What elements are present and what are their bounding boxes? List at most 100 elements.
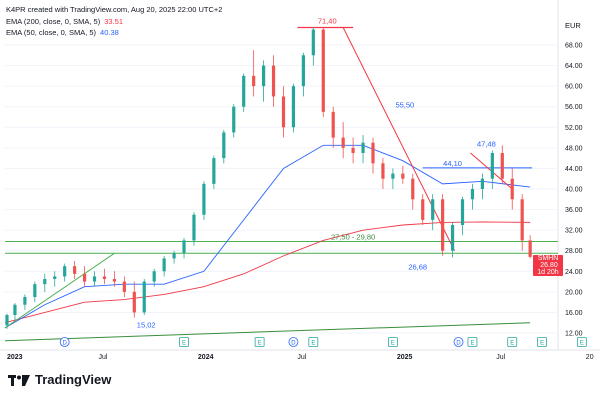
candle-body bbox=[212, 158, 216, 184]
event-marker-label: E bbox=[580, 341, 584, 347]
currency-label: EUR bbox=[565, 21, 581, 30]
event-marker-label: E bbox=[311, 341, 315, 347]
x-tick-label: Jul bbox=[98, 354, 107, 361]
candle-body bbox=[331, 111, 335, 138]
candle-body bbox=[371, 142, 375, 164]
candle-body bbox=[301, 55, 305, 87]
candle-body bbox=[441, 199, 445, 251]
candle-body bbox=[421, 199, 425, 220]
candle-body bbox=[112, 279, 117, 282]
candle-body bbox=[431, 199, 435, 220]
event-marker bbox=[537, 337, 547, 347]
event-marker bbox=[576, 337, 587, 347]
event-marker-label: E bbox=[540, 341, 544, 347]
price-annotation: 27,50 - 29,80 bbox=[331, 232, 375, 241]
candle-body bbox=[480, 178, 485, 189]
event-marker-label: E bbox=[258, 341, 262, 347]
ema50-line bbox=[4, 144, 531, 329]
downtrend-line bbox=[342, 27, 455, 251]
candle-body bbox=[53, 276, 57, 279]
y-tick-label: 24.00 bbox=[565, 269, 583, 276]
event-marker bbox=[288, 337, 299, 347]
price-badge: SMHN 26.80 1d 20h bbox=[533, 255, 563, 276]
candle-body bbox=[192, 214, 196, 241]
candle-body bbox=[450, 225, 455, 251]
candle-body bbox=[172, 253, 176, 259]
brand-name: TradingView bbox=[35, 372, 112, 387]
candle-body bbox=[261, 65, 266, 87]
candle-body bbox=[82, 273, 87, 282]
candle-body bbox=[361, 142, 365, 153]
ema200-legend: EMA (200, close, 0, SMA, 5) 33.51 bbox=[6, 16, 123, 27]
candle-body bbox=[232, 106, 236, 133]
candle-body bbox=[500, 153, 504, 179]
candle-body bbox=[470, 189, 475, 200]
candle-body bbox=[13, 304, 17, 315]
y-tick-label: 32.00 bbox=[565, 228, 583, 235]
event-marker bbox=[387, 337, 398, 347]
x-tick-label: 20 bbox=[586, 354, 594, 361]
event-marker bbox=[179, 337, 189, 347]
candle-body bbox=[271, 65, 276, 97]
x-tick-label: Jul bbox=[297, 354, 306, 361]
event-marker-label: D bbox=[456, 341, 461, 347]
candle-body bbox=[490, 153, 494, 179]
tradingview-logo: TradingView bbox=[8, 372, 111, 387]
y-tick-label: 16.00 bbox=[565, 310, 583, 317]
candle-body bbox=[122, 281, 126, 292]
long-moving-average bbox=[4, 322, 531, 342]
y-tick-label: 20.00 bbox=[565, 289, 583, 296]
x-tick-label: 2025 bbox=[397, 354, 413, 361]
ema50-value: 40.38 bbox=[100, 28, 119, 37]
y-tick-label: 56.00 bbox=[565, 104, 583, 111]
price-annotation: 26,68 bbox=[408, 263, 427, 272]
candle-body bbox=[351, 147, 355, 153]
price-annotation: 47,48 bbox=[477, 140, 496, 149]
ema200-line bbox=[4, 221, 531, 324]
ema50-label: EMA (50, close, 0, SMA, 5) bbox=[6, 28, 97, 37]
price-badge-symbol: SMHN bbox=[537, 255, 559, 262]
candle-body bbox=[460, 199, 465, 225]
candle-body bbox=[510, 178, 514, 200]
candle-body bbox=[63, 266, 67, 277]
candle-body bbox=[222, 132, 226, 159]
candle-body bbox=[43, 279, 47, 285]
price-badge-countdown: 1d 20h bbox=[537, 269, 559, 276]
price-badge-price: 26.80 bbox=[540, 262, 558, 269]
candle-body bbox=[401, 173, 405, 179]
candle-body bbox=[242, 75, 246, 107]
y-tick-label: 28.00 bbox=[565, 248, 583, 255]
ema200-value: 33.51 bbox=[104, 17, 123, 26]
candle-body bbox=[411, 178, 415, 200]
uptrend-line bbox=[4, 252, 115, 329]
ema200-label: EMA (200, close, 0, SMA, 5) bbox=[6, 17, 101, 26]
price-annotation: 44,10 bbox=[443, 159, 462, 168]
event-marker-label: D bbox=[291, 341, 296, 347]
candle-body bbox=[341, 137, 345, 148]
tradingview-logo-icon bbox=[8, 374, 30, 386]
event-marker bbox=[59, 337, 70, 347]
candle-body bbox=[281, 96, 286, 128]
candle-body bbox=[202, 183, 206, 215]
event-marker-label: E bbox=[182, 341, 186, 347]
candle-body bbox=[381, 163, 385, 179]
y-tick-label: 36.00 bbox=[565, 207, 583, 214]
candle-body bbox=[5, 315, 9, 326]
y-tick-label: 40.00 bbox=[565, 187, 583, 194]
candle-body bbox=[528, 240, 532, 257]
event-marker-label: E bbox=[391, 341, 395, 347]
ema50-legend: EMA (50, close, 0, SMA, 5) 40.38 bbox=[6, 27, 119, 38]
event-marker-label: E bbox=[510, 341, 514, 347]
candle-body bbox=[73, 266, 77, 274]
event-marker bbox=[453, 337, 464, 347]
y-tick-label: 52.00 bbox=[565, 125, 583, 132]
candle-body bbox=[162, 258, 166, 272]
price-annotation: 55,50 bbox=[395, 100, 414, 109]
event-marker bbox=[467, 337, 478, 347]
event-marker bbox=[254, 337, 265, 347]
candle-body bbox=[520, 199, 524, 241]
candle-body bbox=[142, 281, 146, 313]
candle-body bbox=[291, 86, 296, 128]
event-marker bbox=[507, 337, 518, 347]
